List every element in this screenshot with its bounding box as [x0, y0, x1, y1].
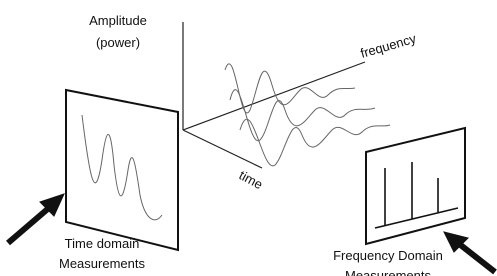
frequency-domain-label: Frequency Domain [333, 248, 443, 263]
time-domain-measurements: Measurements [59, 256, 145, 271]
time-panel [66, 90, 178, 250]
power-label: (power) [96, 35, 140, 50]
time-label: time [237, 167, 266, 192]
amplitude-label: Amplitude [89, 13, 147, 28]
frequency-domain-measurements: Measurements [345, 268, 431, 276]
diagram: Amplitude (power) frequency time Time do… [0, 0, 497, 276]
axes [183, 22, 365, 168]
frequency-label: frequency [359, 31, 418, 61]
time-domain-label: Time domain [65, 236, 140, 251]
waves [225, 64, 390, 166]
